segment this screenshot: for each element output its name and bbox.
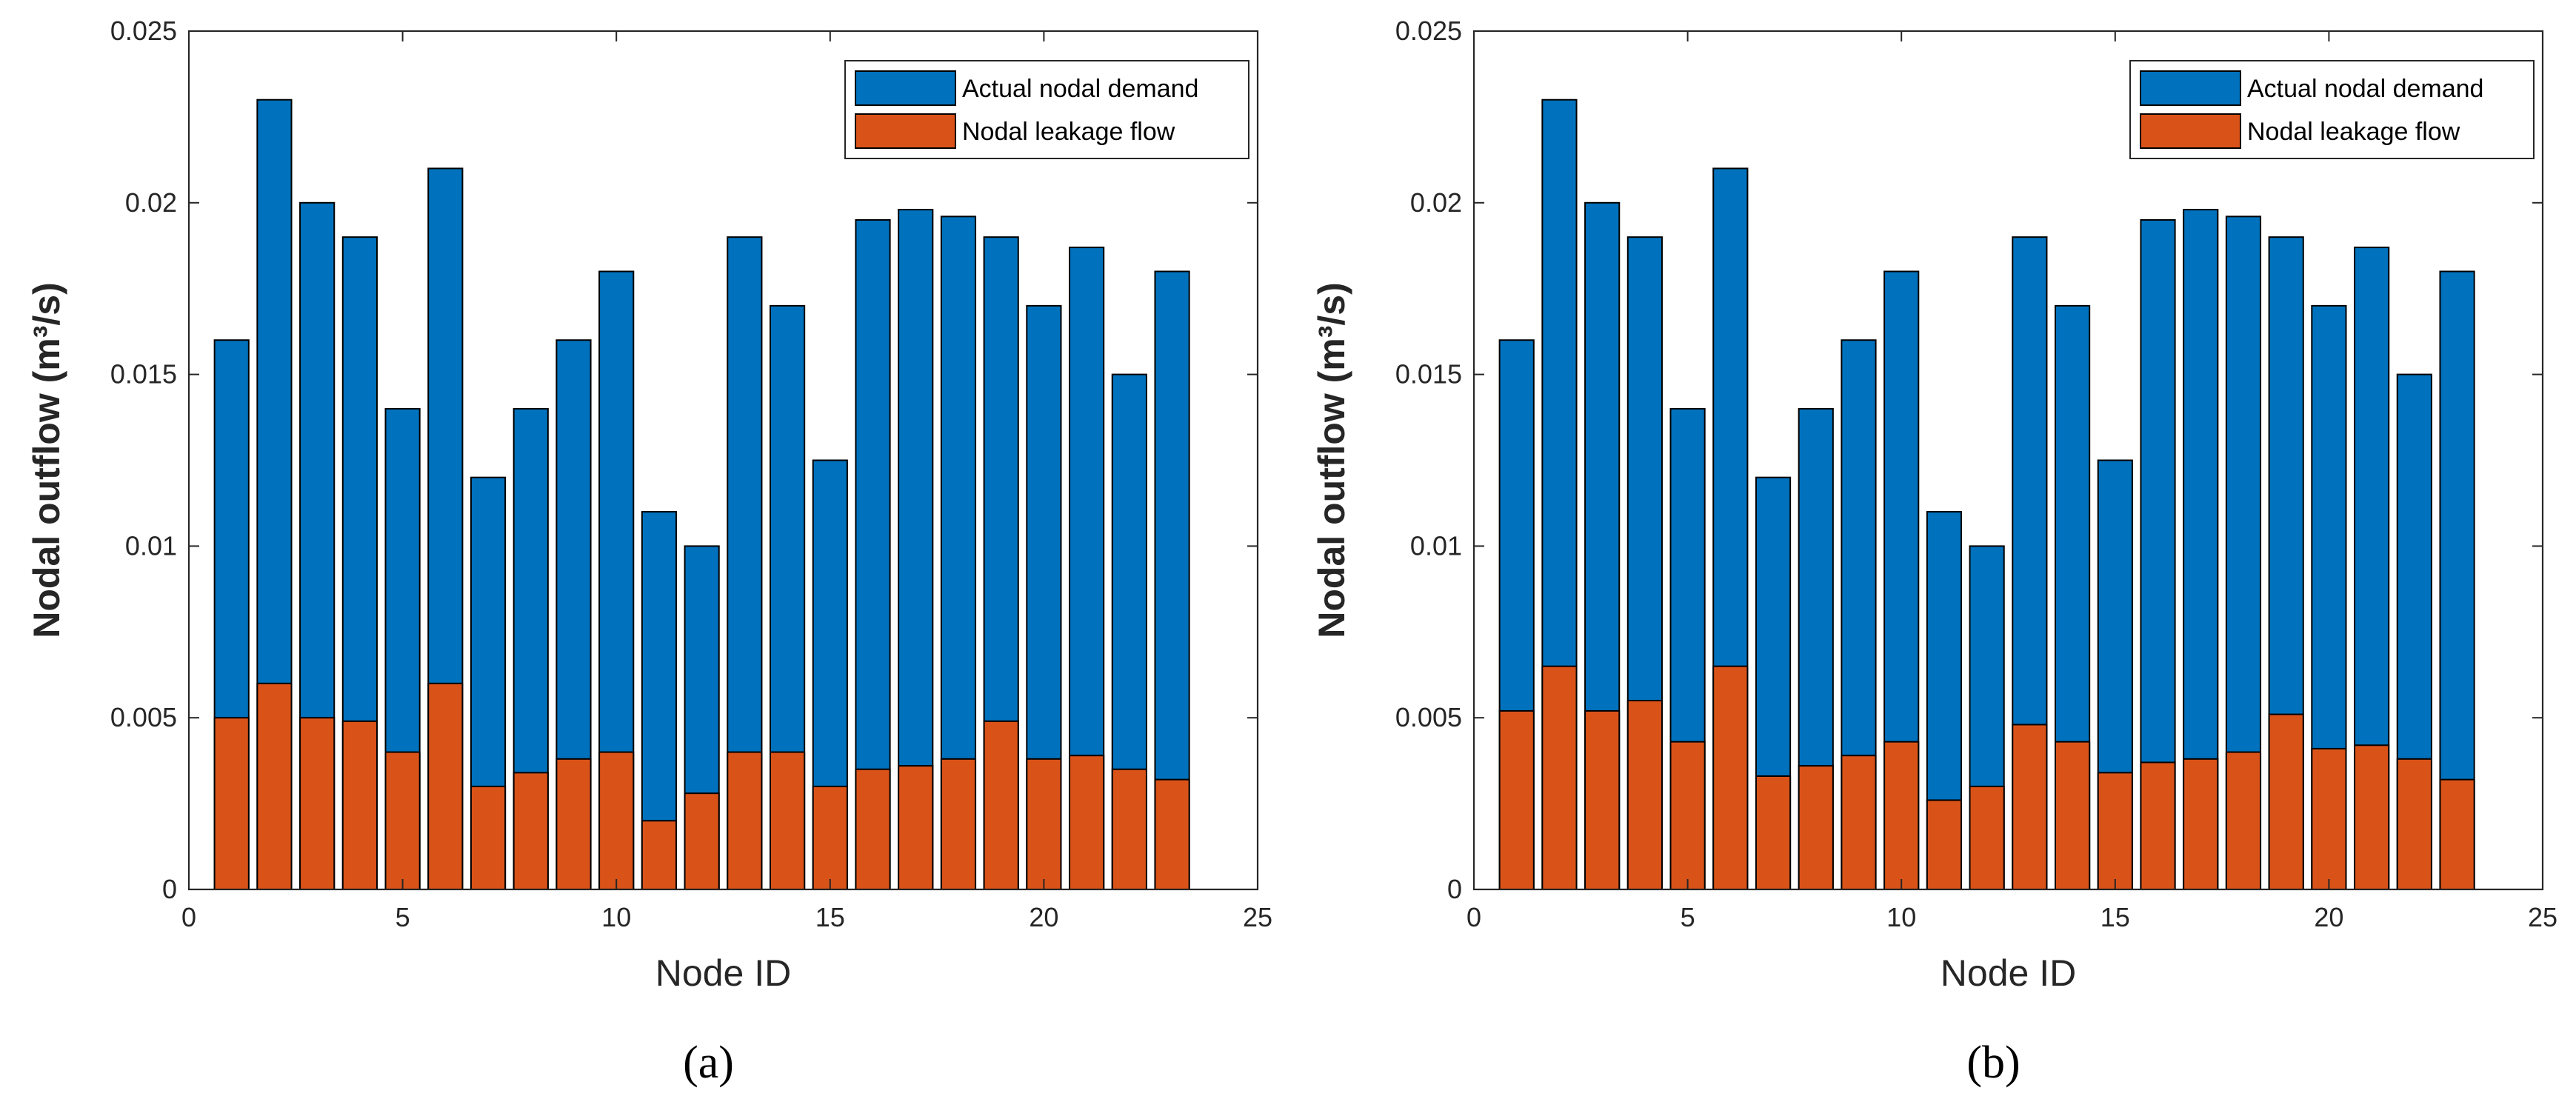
- leakage-bar-6: [1712, 665, 1749, 890]
- x-tick-label: 5: [1681, 902, 1695, 932]
- y-tick-label: 0.025: [110, 16, 177, 46]
- leakage-bar-2: [1541, 665, 1578, 890]
- x-tick-label: 20: [1029, 902, 1058, 932]
- leakage-bar-11: [1926, 799, 1963, 890]
- leakage-bar-19: [2268, 713, 2304, 890]
- leakage-bar-16: [2140, 761, 2176, 890]
- leakage-bar-2: [256, 682, 293, 891]
- y-tick-label: 0.015: [110, 359, 177, 390]
- x-axis-label: Node ID: [1941, 952, 2076, 994]
- leakage-bar-8: [1798, 765, 1834, 890]
- leakage-bar-14: [2054, 741, 2091, 891]
- leakage-bar-1: [1498, 709, 1535, 890]
- panel-label: (a): [683, 1038, 734, 1088]
- leakage-bar-12: [684, 792, 720, 890]
- leakage-bar-7: [470, 785, 507, 891]
- y-axis-label: Nodal outflow (m³/s): [26, 282, 67, 638]
- leakage-bar-20: [1026, 758, 1062, 890]
- leakage-bar-6: [427, 682, 464, 891]
- y-tick-label: 0.01: [1410, 530, 1462, 561]
- legend-swatch: [855, 113, 956, 149]
- leakage-bar-3: [299, 717, 336, 891]
- leakage-bar-22: [1111, 768, 1147, 890]
- legend: Actual nodal demand Nodal leakage flow: [844, 60, 1249, 159]
- legend: Actual nodal demand Nodal leakage flow: [2129, 60, 2535, 159]
- legend-swatch: [855, 70, 956, 106]
- y-tick-label: 0.02: [125, 187, 177, 218]
- leakage-bar-15: [812, 785, 848, 891]
- leakage-bar-21: [2354, 744, 2390, 890]
- leakage-bar-23: [2439, 778, 2475, 891]
- chart-panel-1: 0 5 10 15 20 25 0 0.005 0.01 0.015 0.02 0.025 Node I…: [26, 16, 1272, 1088]
- leakage-bar-13: [727, 751, 763, 890]
- x-tick-label: 0: [181, 902, 196, 932]
- y-axis-label: Nodal outflow (m³/s): [1311, 282, 1352, 638]
- x-tick-label: 15: [815, 902, 845, 932]
- x-tick-label: 25: [2528, 902, 2557, 932]
- y-tick-label: 0.025: [1395, 16, 1462, 46]
- leakage-bar-18: [2225, 751, 2262, 890]
- leakage-bar-23: [1154, 778, 1190, 891]
- x-tick-label: 25: [1243, 902, 1272, 932]
- y-tick-label: 0: [162, 874, 177, 904]
- y-tick-label: 0.005: [110, 702, 177, 732]
- leakage-bar-12: [1969, 785, 2005, 891]
- leakage-bar-17: [898, 765, 934, 890]
- legend-swatch: [2140, 70, 2241, 106]
- panel-label: (b): [1966, 1038, 2020, 1088]
- legend-entry-label: Nodal leakage flow: [2247, 118, 2460, 146]
- x-axis-label: Node ID: [655, 952, 791, 994]
- leakage-bar-19: [983, 720, 1019, 891]
- y-tick-label: 0.015: [1395, 359, 1462, 390]
- leakage-bar-9: [555, 758, 592, 890]
- legend-entry-label: Actual nodal demand: [2247, 75, 2483, 103]
- leakage-bar-17: [2183, 758, 2219, 890]
- axes-frame: [187, 30, 1259, 891]
- legend-entry-label: Nodal leakage flow: [962, 118, 1175, 146]
- y-tick-label: 0: [1447, 874, 1462, 904]
- leakage-bar-4: [1626, 700, 1663, 891]
- leakage-bar-22: [2396, 758, 2432, 890]
- x-tick-label: 0: [1466, 902, 1481, 932]
- y-tick-label: 0.005: [1395, 702, 1462, 732]
- x-tick-label: 10: [601, 902, 631, 932]
- x-tick-label: 20: [2314, 902, 2343, 932]
- leakage-bar-5: [384, 751, 421, 890]
- leakage-bar-10: [1883, 741, 1920, 891]
- leakage-bar-9: [1841, 755, 1877, 891]
- leakage-bar-3: [1584, 709, 1621, 890]
- legend-entry-label: Actual nodal demand: [962, 75, 1198, 103]
- leakage-bar-8: [513, 772, 549, 890]
- leakage-bar-11: [641, 820, 678, 891]
- leakage-bar-16: [855, 768, 891, 890]
- y-tick-label: 0.02: [1410, 187, 1462, 218]
- y-tick-label: 0.01: [125, 530, 177, 561]
- leakage-bar-14: [769, 751, 806, 890]
- leakage-bar-20: [2311, 747, 2347, 890]
- leakage-bar-18: [940, 758, 977, 890]
- axes-frame: [1472, 30, 2544, 891]
- x-tick-label: 5: [396, 902, 410, 932]
- leakage-bar-7: [1755, 775, 1792, 891]
- leakage-bar-13: [2012, 724, 2048, 890]
- x-tick-label: 10: [1886, 902, 1916, 932]
- leakage-bar-21: [1069, 755, 1105, 891]
- leakage-bar-1: [213, 717, 250, 891]
- leakage-bar-4: [341, 720, 378, 891]
- leakage-bar-5: [1669, 741, 1706, 891]
- chart-panel-2: 0 5 10 15 20 25 0 0.005 0.01 0.015 0.02 0.025 Node I…: [1311, 16, 2557, 1088]
- leakage-bar-10: [598, 751, 635, 890]
- x-tick-label: 15: [2100, 902, 2130, 932]
- legend-swatch: [2140, 113, 2241, 149]
- leakage-bar-15: [2097, 772, 2133, 890]
